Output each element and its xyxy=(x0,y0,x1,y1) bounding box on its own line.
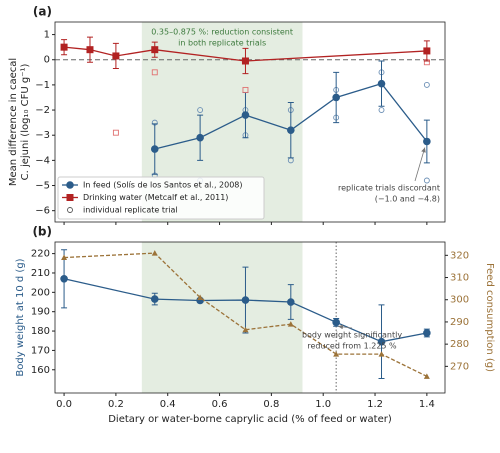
data-point xyxy=(423,47,431,55)
legend-marker xyxy=(66,194,74,201)
data-point xyxy=(196,133,204,142)
y-axis-label: Mean difference in caecal xyxy=(8,58,19,186)
x-tick-label: 0.2 xyxy=(108,399,124,410)
data-point xyxy=(150,295,159,303)
data-point xyxy=(378,351,385,357)
data-point xyxy=(86,46,94,54)
y2-tick-label: 270 xyxy=(450,361,469,372)
data-point xyxy=(60,43,68,51)
plot-frame xyxy=(54,241,446,394)
y2-tick-label: 300 xyxy=(450,295,469,306)
legend-label: individual replicate trial xyxy=(83,206,178,215)
y2-tick-label: 280 xyxy=(450,339,469,350)
annotation: body weight significantly xyxy=(302,331,402,340)
data-point xyxy=(287,321,294,327)
data-point xyxy=(377,337,386,346)
y-tick-label: −4 xyxy=(35,155,50,166)
plot-frame xyxy=(54,21,446,223)
legend-marker xyxy=(67,207,73,213)
x-tick-label: 0.0 xyxy=(56,399,72,410)
replicate-point xyxy=(423,177,430,184)
x-axis-label: Dietary or water-borne caprylic acid (% … xyxy=(108,414,392,425)
y-tick-label: 180 xyxy=(31,326,50,337)
data-point xyxy=(332,318,340,327)
y-tick-label: 190 xyxy=(31,307,50,318)
y-axis-label: C. jejuni (log₁₀ CFU g⁻¹) xyxy=(20,64,31,181)
annotation-arrow xyxy=(414,147,426,182)
data-point xyxy=(333,351,340,357)
legend-marker xyxy=(66,181,74,189)
annotation: replicate trials discordant xyxy=(338,184,440,193)
y2-tick-label: 290 xyxy=(450,317,469,328)
y-tick-label: 1 xyxy=(44,30,50,41)
panel-label: (a) xyxy=(33,5,52,19)
y-tick-label: 210 xyxy=(31,268,50,279)
y-tick-label: −1 xyxy=(35,80,50,91)
replicate-point xyxy=(423,81,430,88)
legend-box xyxy=(57,176,265,220)
y-tick-label: 160 xyxy=(31,365,50,376)
y-tick-label: −5 xyxy=(35,181,50,192)
replicate-point xyxy=(378,107,385,114)
data-point xyxy=(287,126,295,134)
data-point xyxy=(61,254,68,261)
data-point xyxy=(241,296,250,304)
y-tick-label: −6 xyxy=(35,206,50,217)
y-tick-label: 220 xyxy=(31,249,50,260)
data-point xyxy=(241,111,250,119)
legend-label: Drinking water (Metcalf et al., 2011) xyxy=(83,193,228,202)
x-tick-label: 0.6 xyxy=(212,399,228,410)
y-tick-label: 0 xyxy=(44,55,50,66)
data-point xyxy=(151,250,158,256)
x-tick-label: 1.0 xyxy=(315,399,331,410)
shaded-range xyxy=(141,242,303,393)
x-tick-label: 0.4 xyxy=(160,399,176,410)
data-point xyxy=(423,137,431,146)
annotation: (−1.0 and −4.8) xyxy=(375,195,440,204)
annotation-arrow xyxy=(338,324,353,330)
annotation: 0.35–0.875 %: reduction consistent xyxy=(151,28,293,37)
data-point xyxy=(60,274,68,283)
panel-label: (b) xyxy=(32,225,52,239)
series-line xyxy=(63,278,427,343)
legend-label: In feed (Solís de los Santos et al., 200… xyxy=(83,181,243,190)
annotation: reduced from 1.225 % xyxy=(307,342,397,351)
y2-tick-label: 320 xyxy=(450,250,469,261)
y2-axis-label: Feed consumption (g) xyxy=(484,263,495,372)
data-point xyxy=(151,46,159,54)
data-point xyxy=(241,57,249,65)
annotation: in both replicate trials xyxy=(178,39,266,48)
y-tick-label: 200 xyxy=(31,287,50,298)
y-tick-label: −3 xyxy=(35,130,50,141)
data-point xyxy=(287,298,295,306)
data-point xyxy=(377,79,386,88)
y-tick-label: 170 xyxy=(31,345,50,356)
replicate-point xyxy=(197,107,204,114)
data-point xyxy=(332,93,340,102)
data-point xyxy=(242,326,249,333)
replicate-point xyxy=(151,69,158,76)
data-point xyxy=(423,329,431,337)
y-axis-label: Body weight at 10 d (g) xyxy=(15,258,26,376)
replicate-point xyxy=(242,86,249,93)
x-tick-label: 1.4 xyxy=(419,399,435,410)
data-point xyxy=(197,294,204,301)
x-tick-label: 0.8 xyxy=(263,399,279,410)
data-point xyxy=(112,52,120,60)
x-tick-label: 1.2 xyxy=(367,399,383,410)
data-point xyxy=(150,145,159,153)
replicate-point xyxy=(112,129,119,136)
data-point xyxy=(423,373,430,379)
y2-tick-label: 310 xyxy=(450,273,469,284)
y-tick-label: −2 xyxy=(35,105,50,116)
series-line xyxy=(64,46,427,62)
